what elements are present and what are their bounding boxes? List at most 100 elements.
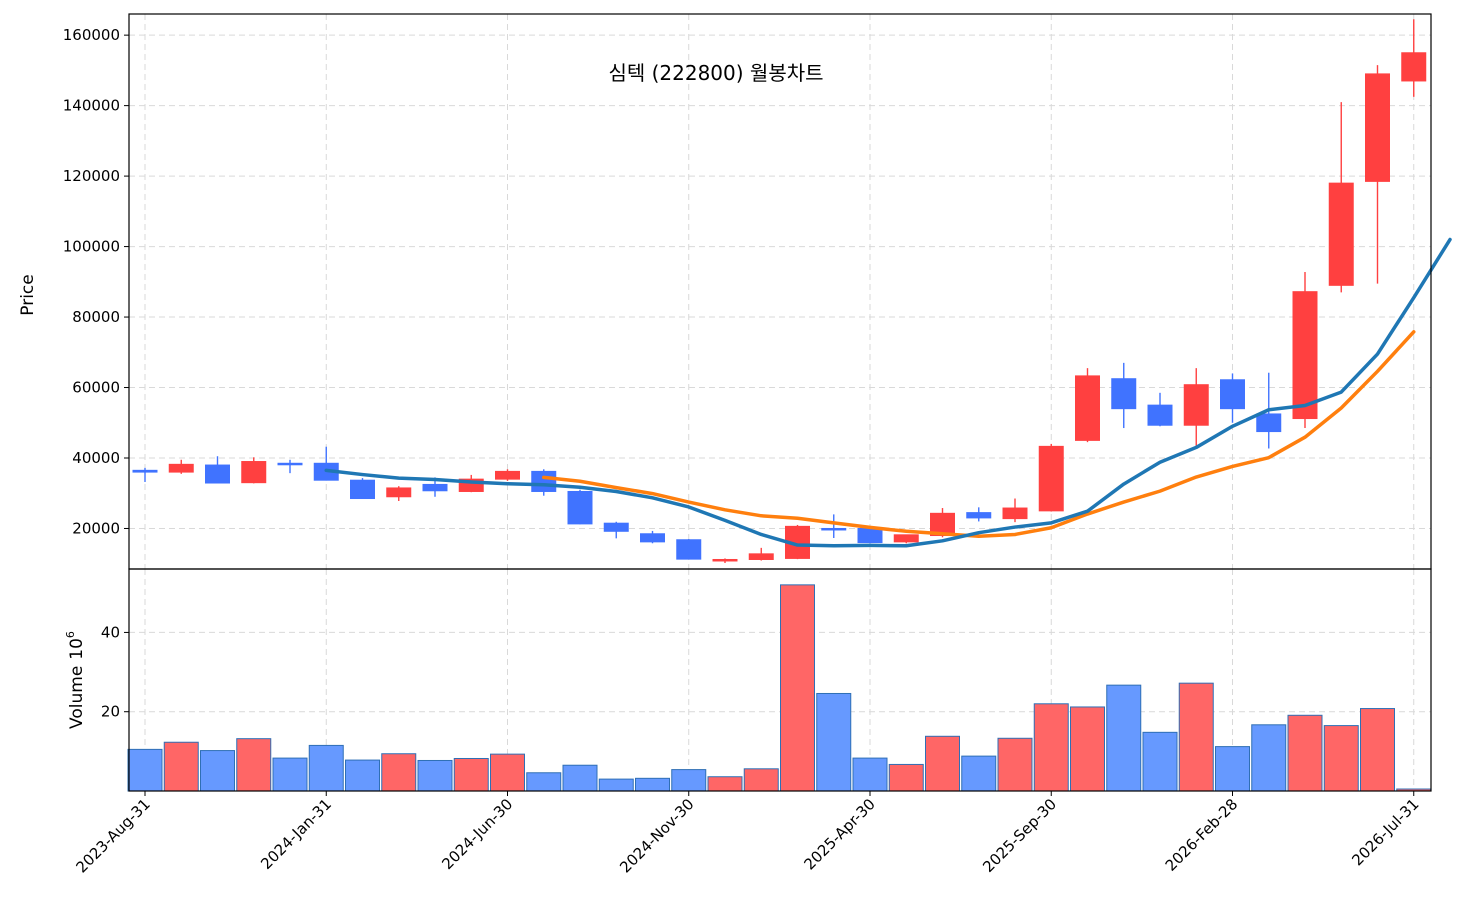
candle-body — [567, 490, 593, 525]
candle-body — [893, 534, 919, 543]
volume-bar — [671, 769, 707, 792]
candle-body — [712, 558, 738, 562]
volume-bar — [1287, 714, 1323, 792]
price-y-ticks: 20000 40000 60000 80000 100000 120000 140000 16… — [63, 26, 129, 537]
candle-body — [386, 487, 412, 498]
candle-body — [930, 512, 955, 537]
volume-bar — [1033, 703, 1069, 792]
volume-bars — [127, 584, 1432, 792]
price-grid — [129, 14, 1431, 569]
price-tick-label: 60000 — [72, 379, 120, 397]
x-ticks: 2023-Aug-31 2024-Jan-31 2024-Jun-30 2024-No… — [72, 791, 1423, 876]
candles — [132, 19, 1427, 564]
x-tick-label: 2026-Jul-31 — [1348, 795, 1422, 869]
svg-text:Volume106: Volume 106 — [64, 631, 87, 729]
volume-bar — [308, 744, 344, 792]
volume-bar — [598, 778, 634, 792]
price-axis-label: Price — [18, 274, 38, 315]
candle-body — [1147, 404, 1173, 426]
volume-bar — [743, 768, 779, 792]
volume-bar — [453, 757, 489, 792]
price-tick-label: 140000 — [63, 97, 120, 115]
candle-body — [966, 512, 992, 519]
volume-panel-frame — [128, 568, 1432, 792]
candle-body — [676, 539, 702, 560]
volume-bar — [961, 755, 997, 792]
candle-body — [531, 470, 557, 492]
candle-body — [422, 483, 448, 492]
candle-body — [1365, 73, 1390, 182]
candle-body — [1075, 375, 1100, 441]
price-tick-label: 80000 — [72, 308, 120, 326]
candle-body — [495, 470, 520, 480]
candle-body — [205, 464, 230, 484]
volume-bar — [417, 759, 453, 792]
volume-bar — [200, 750, 235, 792]
x-tick-label: 2023-Aug-31 — [72, 795, 153, 876]
price-tick-label: 100000 — [63, 238, 120, 256]
volume-bar — [1106, 684, 1142, 792]
volume-bar — [163, 741, 199, 792]
x-tick-label: 2025-Sep-30 — [979, 795, 1060, 876]
x-tick-label: 2025-Apr-30 — [801, 795, 879, 873]
x-tick-label: 2024-Jan-31 — [257, 795, 335, 873]
moving-average-lines — [324, 237, 1452, 548]
volume-bar — [707, 776, 743, 792]
volume-axis-label-text: Volume — [67, 666, 87, 729]
volume-tick-label: 40 — [101, 623, 120, 641]
volume-bar — [127, 748, 163, 792]
candle-body — [132, 469, 158, 473]
x-tick-label: 2024-Nov-30 — [616, 795, 697, 876]
ma-fast-line — [324, 237, 1452, 548]
candle-body — [857, 527, 883, 544]
volume-bar — [1215, 746, 1250, 792]
volume-bar — [1178, 682, 1214, 792]
volume-tick-label: 20 — [101, 703, 120, 721]
candle-body — [277, 462, 303, 466]
volume-scale-exponent: 6 — [64, 631, 77, 638]
candle-body — [821, 527, 847, 531]
candle-body — [1002, 507, 1028, 520]
volume-scale-base: 10 — [67, 638, 87, 660]
candle-body — [241, 461, 267, 484]
volume-bar — [888, 763, 924, 792]
volume-bar — [381, 753, 417, 792]
volume-bar — [562, 764, 598, 792]
candle-body — [603, 522, 629, 532]
candle-body — [1220, 379, 1245, 410]
price-panel-frame — [128, 13, 1432, 570]
candle-body — [1292, 291, 1318, 420]
candle-body — [640, 533, 665, 543]
volume-bar — [1251, 724, 1287, 792]
price-tick-label: 20000 — [72, 519, 120, 537]
x-tick-label: 2024-Jun-30 — [438, 795, 516, 873]
volume-bar — [852, 757, 888, 792]
candle-body — [748, 553, 774, 560]
volume-bar — [1323, 725, 1359, 792]
candle-body — [1111, 378, 1137, 410]
volume-bar — [997, 737, 1033, 792]
volume-bar — [526, 772, 562, 792]
volume-bar — [1360, 708, 1395, 792]
candle-body — [350, 479, 375, 500]
volume-bar — [635, 777, 670, 792]
volume-bar — [345, 759, 380, 792]
ma-slow-line — [542, 330, 1416, 538]
volume-bar — [780, 584, 815, 792]
volume-bar — [236, 738, 272, 792]
candle-body — [1328, 182, 1354, 286]
price-tick-label: 40000 — [72, 449, 120, 467]
candle-body — [1038, 445, 1064, 512]
candle-body — [1401, 52, 1427, 82]
volume-bar — [490, 753, 525, 792]
volume-bar — [816, 692, 852, 792]
volume-bar — [925, 735, 960, 792]
x-tick-label: 2026-Feb-28 — [1162, 795, 1242, 875]
volume-bar — [272, 757, 308, 792]
candle-body — [1256, 413, 1282, 433]
candle-body — [168, 463, 194, 473]
chart-title: 심텍 (222800) 월봉차트 — [608, 61, 823, 85]
candle-body — [1183, 384, 1209, 426]
